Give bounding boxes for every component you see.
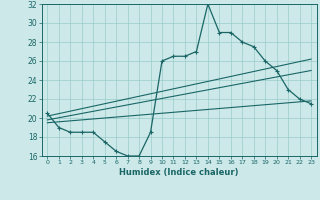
X-axis label: Humidex (Indice chaleur): Humidex (Indice chaleur) — [119, 168, 239, 177]
